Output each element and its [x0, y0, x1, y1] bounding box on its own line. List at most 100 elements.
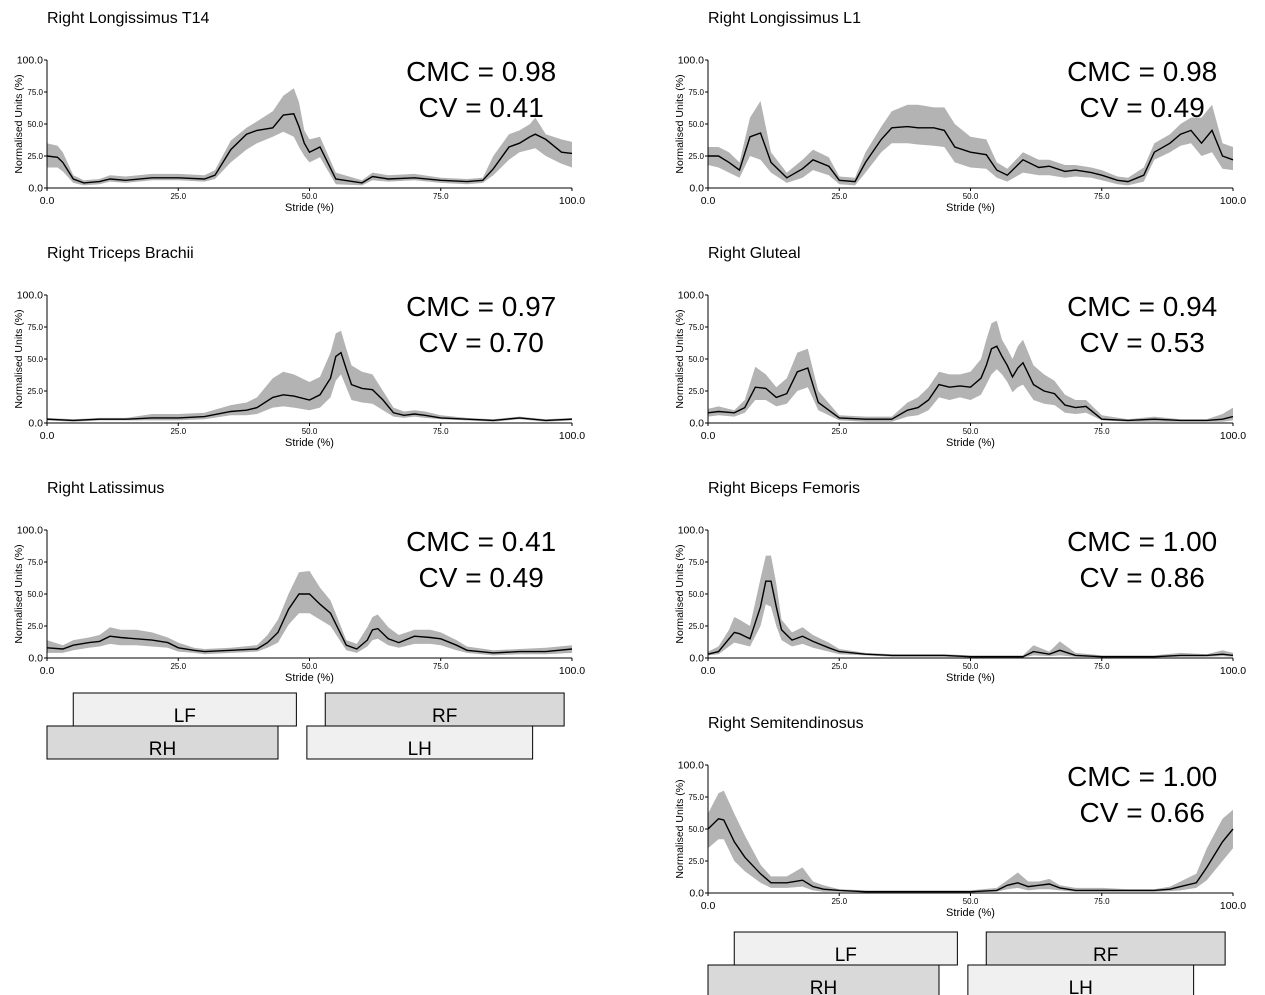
x-axis-label: Stride (%)	[285, 437, 334, 449]
x-tick-label: 100.0	[1220, 900, 1246, 912]
cv-annotation: CV = 0.49	[1080, 92, 1205, 123]
x-axis-label: Stride (%)	[946, 202, 995, 214]
y-axis-label: Normalised Units (%)	[674, 544, 686, 643]
footfall-label: RF	[432, 706, 457, 727]
footfall-label: LH	[408, 739, 432, 760]
panel-title: Right Semitendinosus	[708, 715, 864, 732]
x-tick-label: 50.0	[302, 427, 318, 436]
cmc-annotation: CMC = 0.41	[406, 526, 556, 557]
cmc-annotation: CMC = 0.97	[406, 291, 556, 322]
footfall-label: RH	[149, 739, 176, 760]
footfall-bar	[324, 692, 565, 727]
x-tick-label: 0.0	[40, 665, 55, 677]
y-tick-label: 50.0	[27, 120, 43, 129]
cv-annotation: CV = 0.70	[419, 327, 544, 358]
x-tick-label: 75.0	[433, 662, 449, 671]
y-tick-label: 0.0	[689, 418, 704, 430]
x-tick-label: 0.0	[701, 195, 716, 207]
footfall-diagram: RH LH LF RF	[46, 692, 565, 760]
y-tick-label: 50.0	[27, 590, 43, 599]
x-tick-label: 0.0	[40, 195, 55, 207]
x-tick-label: 75.0	[433, 192, 449, 201]
footfall-bar	[306, 725, 534, 760]
y-tick-label: 0.0	[28, 653, 43, 665]
x-tick-label: 75.0	[1094, 897, 1110, 906]
cmc-annotation: CMC = 0.98	[1067, 56, 1217, 87]
y-tick-label: 75.0	[27, 88, 43, 97]
emg-panel: Right Semitendinosus 0.0 25.0 50.0 75.0 100.0…	[674, 715, 1246, 919]
emg-panel: Right Longissimus L1 0.0 25.0 50.0 75.0 100.0…	[674, 10, 1246, 214]
y-tick-label: 0.0	[689, 653, 704, 665]
panel-title: Right Triceps Brachii	[47, 245, 194, 262]
x-tick-label: 25.0	[170, 427, 186, 436]
x-tick-label: 75.0	[1094, 662, 1110, 671]
y-tick-label: 100.0	[678, 290, 704, 302]
x-tick-label: 75.0	[1094, 192, 1110, 201]
cv-annotation: CV = 0.86	[1080, 562, 1205, 593]
y-tick-label: 50.0	[688, 825, 704, 834]
mean-line	[708, 125, 1234, 183]
panel-title: Right Biceps Femoris	[708, 480, 860, 497]
mean-line	[707, 818, 1234, 893]
x-axis-label: Stride (%)	[285, 672, 334, 684]
x-tick-label: 25.0	[170, 192, 186, 201]
y-tick-label: 100.0	[17, 55, 43, 67]
x-tick-label: 0.0	[701, 900, 716, 912]
panel-title: Right Longissimus L1	[708, 10, 861, 27]
cv-annotation: CV = 0.49	[419, 562, 544, 593]
y-tick-label: 100.0	[17, 525, 43, 537]
y-tick-label: 25.0	[688, 152, 704, 161]
footfall-bar	[733, 931, 958, 966]
cmc-annotation: CMC = 0.94	[1067, 291, 1217, 322]
y-axis-label: Normalised Units (%)	[13, 309, 25, 408]
x-tick-label: 25.0	[831, 662, 847, 671]
footfall-label: LF	[174, 706, 196, 727]
panel-title: Right Latissimus	[47, 480, 164, 497]
y-tick-label: 75.0	[27, 323, 43, 332]
x-axis-label: Stride (%)	[946, 907, 995, 919]
y-axis-label: Normalised Units (%)	[674, 309, 686, 408]
y-tick-label: 25.0	[688, 387, 704, 396]
y-tick-label: 0.0	[28, 418, 43, 430]
footfall-bar	[72, 692, 297, 727]
y-axis-label: Normalised Units (%)	[13, 74, 25, 173]
y-tick-label: 0.0	[28, 183, 43, 195]
emg-panel: Right Longissimus T14 0.0 25.0 50.0 75.0 100.…	[13, 10, 585, 214]
x-tick-label: 0.0	[701, 430, 716, 442]
x-tick-label: 0.0	[701, 665, 716, 677]
sd-band	[708, 790, 1233, 893]
x-tick-label: 25.0	[170, 662, 186, 671]
x-tick-label: 0.0	[40, 430, 55, 442]
x-tick-label: 25.0	[831, 427, 847, 436]
y-axis-label: Normalised Units (%)	[674, 74, 686, 173]
emg-panel: Right Triceps Brachii 0.0 25.0 50.0 75.0 100.…	[13, 245, 585, 449]
x-tick-label: 100.0	[1220, 195, 1246, 207]
x-tick-label: 50.0	[963, 192, 979, 201]
mean-line	[46, 593, 573, 654]
y-tick-label: 0.0	[689, 183, 704, 195]
x-tick-label: 100.0	[1220, 665, 1246, 677]
y-tick-label: 50.0	[688, 355, 704, 364]
y-tick-label: 75.0	[27, 558, 43, 567]
y-axis-label: Normalised Units (%)	[13, 544, 25, 643]
footfall-label: LH	[1069, 978, 1093, 995]
x-tick-label: 50.0	[963, 662, 979, 671]
y-tick-label: 75.0	[688, 323, 704, 332]
cv-annotation: CV = 0.53	[1080, 327, 1205, 358]
y-tick-label: 100.0	[678, 55, 704, 67]
panel-title: Right Gluteal	[708, 245, 801, 262]
mean-line	[46, 351, 573, 422]
sd-band	[47, 571, 572, 656]
x-tick-label: 100.0	[559, 430, 585, 442]
y-tick-label: 100.0	[17, 290, 43, 302]
x-tick-label: 25.0	[831, 897, 847, 906]
y-tick-label: 100.0	[678, 760, 704, 772]
cv-annotation: CV = 0.66	[1080, 797, 1205, 828]
cmc-annotation: CMC = 1.00	[1067, 761, 1217, 792]
y-tick-label: 50.0	[27, 355, 43, 364]
x-axis-label: Stride (%)	[946, 437, 995, 449]
sd-band	[708, 101, 1233, 186]
footfall-diagram: RH LH LF RF	[707, 931, 1226, 995]
mean-line	[707, 580, 1234, 658]
emg-panel: Right Latissimus 0.0 25.0 50.0 75.0 100.0 0.0 2…	[13, 480, 585, 684]
